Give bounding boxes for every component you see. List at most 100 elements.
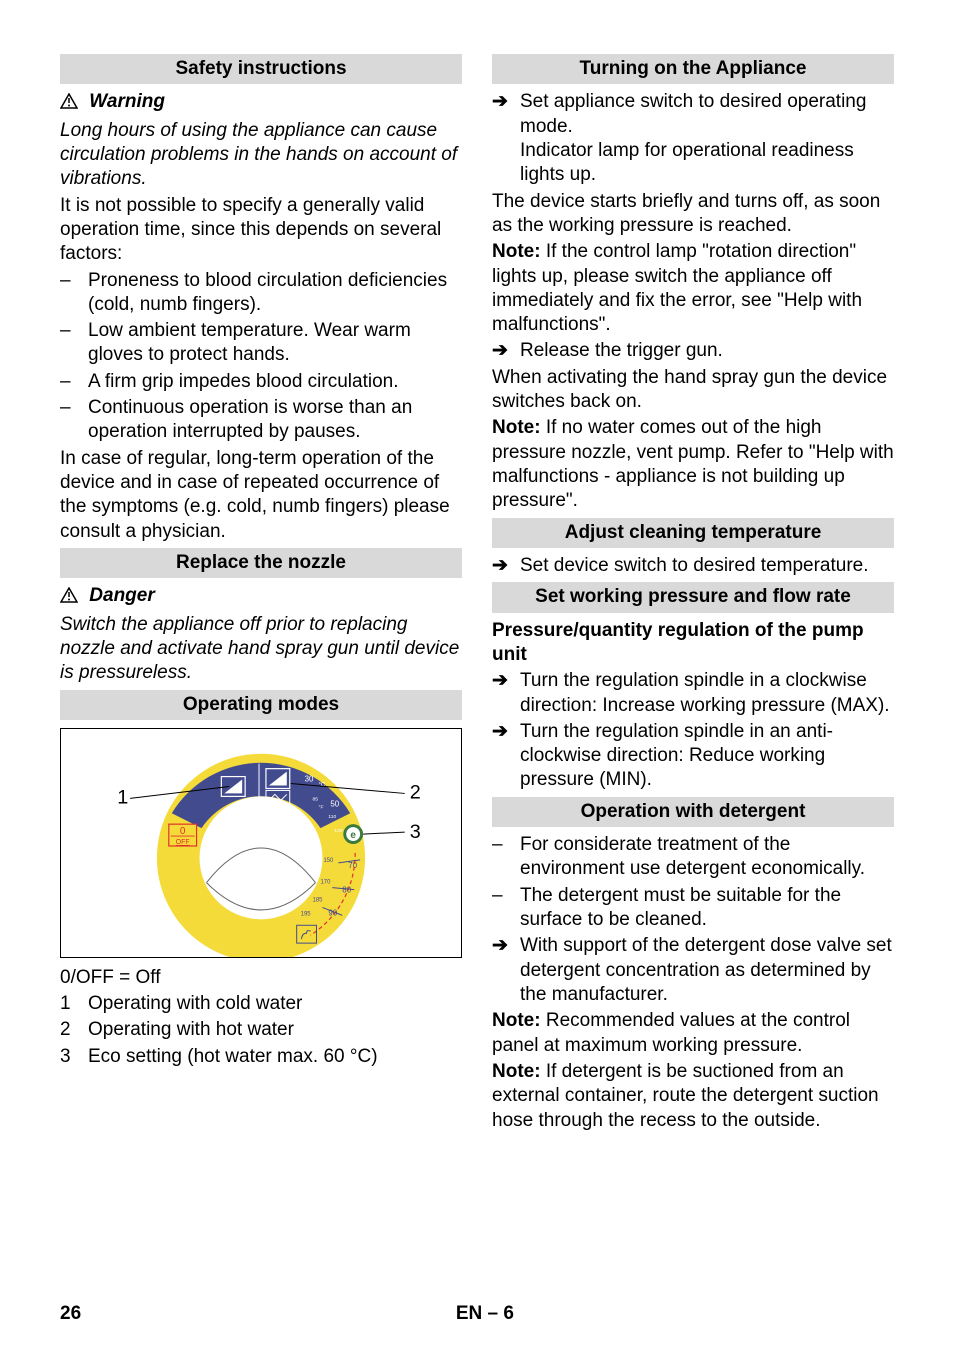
- note-label: Note:: [492, 241, 541, 262]
- right-column: Turning on the Appliance ➔ Set appliance…: [492, 50, 894, 1135]
- off-top: 0: [180, 826, 186, 837]
- tick: 170: [320, 879, 331, 885]
- off-bottom: OFF: [176, 839, 190, 846]
- turn-on-para1: The device starts briefly and turns off,…: [492, 190, 894, 239]
- arrow-icon: ➔: [492, 90, 520, 187]
- arrow-icon: ➔: [492, 669, 520, 718]
- warning-triangle-icon: [60, 92, 78, 116]
- list-item: 1Operating with cold water: [60, 992, 462, 1016]
- arrow-text: With support of the detergent dose valve…: [520, 934, 894, 1007]
- left-column: Safety instructions Warning Long hours o…: [60, 50, 462, 1135]
- page-number: 26: [60, 1302, 81, 1326]
- tick: 150: [323, 858, 334, 864]
- arrow-text: Release the trigger gun.: [520, 339, 894, 363]
- arrow-item: ➔Turn the regulation spindle in an anti-…: [492, 720, 894, 793]
- warning-line: Warning: [60, 90, 462, 116]
- note-body: If the control lamp "rotation direction"…: [492, 241, 862, 335]
- detergent-note1: Note: Recommended values at the control …: [492, 1009, 894, 1058]
- tick: 30: [305, 774, 314, 783]
- num-icon: 1: [60, 992, 88, 1016]
- dash-icon: –: [60, 396, 88, 445]
- arrow-item: ➔Release the trigger gun.: [492, 339, 894, 363]
- safety-header: Safety instructions: [60, 54, 462, 84]
- detergent-note2: Note: If detergent is be suctioned from …: [492, 1060, 894, 1133]
- arrow-item: ➔Turn the regulation spindle in a clockw…: [492, 669, 894, 718]
- warning-followup: It is not possible to specify a generall…: [60, 194, 462, 267]
- danger-text: Switch the appliance off prior to replac…: [60, 613, 462, 686]
- arrow-icon: ➔: [492, 339, 520, 363]
- list-text: The detergent must be suitable for the s…: [520, 884, 894, 933]
- dash-icon: –: [492, 833, 520, 882]
- list-item: 2Operating with hot water: [60, 1018, 462, 1042]
- factors-list: –Proneness to blood circulation deficien…: [60, 269, 462, 445]
- arrow-text-cont: Indicator lamp for operational readiness…: [520, 140, 854, 185]
- unit-c: °C: [318, 782, 325, 788]
- list-item: –Proneness to blood circulation deficien…: [60, 269, 462, 318]
- arrow-item: ➔Set device switch to desired temperatur…: [492, 554, 894, 578]
- pq-subhead: Pressure/quantity regulation of the pump…: [492, 619, 894, 668]
- note-body: If detergent is be suctioned from an ext…: [492, 1061, 879, 1131]
- arrow-text: Set appliance switch to desired operatin…: [520, 91, 866, 136]
- list-item: –Continuous operation is worse than an o…: [60, 396, 462, 445]
- detergent-dash-list: –For considerate treatment of the enviro…: [492, 833, 894, 932]
- turn-on-header: Turning on the Appliance: [492, 54, 894, 84]
- dash-icon: –: [60, 269, 88, 318]
- list-text: Eco setting (hot water max. 60 °C): [88, 1045, 462, 1069]
- danger-label: Danger: [89, 585, 154, 606]
- adjust-header: Adjust cleaning temperature: [492, 518, 894, 548]
- tick: 85: [313, 796, 319, 802]
- opmodes-header: Operating modes: [60, 690, 462, 720]
- warning-text: Long hours of using the appliance can ca…: [60, 119, 462, 192]
- tick: 70: [348, 861, 357, 870]
- off-line: 0/OFF = Off: [60, 966, 462, 990]
- list-text: For considerate treatment of the environ…: [520, 833, 894, 882]
- note-body: If no water comes out of the high pressu…: [492, 417, 894, 511]
- detergent-header: Operation with detergent: [492, 797, 894, 827]
- page-footer: 26 EN – 6 .: [60, 1302, 894, 1326]
- arrow-item: ➔With support of the detergent dose valv…: [492, 934, 894, 1007]
- arrow-text: Turn the regulation spindle in a clockwi…: [520, 669, 894, 718]
- arrow-body: Set appliance switch to desired operatin…: [520, 90, 894, 187]
- list-item: –Low ambient temperature. Wear warm glov…: [60, 319, 462, 368]
- eco-label: e: [350, 830, 356, 841]
- turn-on-para2: When activating the hand spray gun the d…: [492, 366, 894, 415]
- warning-triangle-icon: [60, 586, 78, 610]
- arrow-icon: ➔: [492, 554, 520, 578]
- list-text: A firm grip impedes blood circulation.: [88, 370, 462, 394]
- tick: 185: [313, 897, 324, 903]
- list-text: Continuous operation is worse than an op…: [88, 396, 462, 445]
- opmodes-list: 1Operating with cold water 2Operating wi…: [60, 992, 462, 1069]
- dash-icon: –: [60, 370, 88, 394]
- danger-line: Danger: [60, 584, 462, 610]
- note-body: Recommended values at the control panel …: [492, 1010, 850, 1055]
- arrow-item: ➔ Set appliance switch to desired operat…: [492, 90, 894, 187]
- list-item: 3Eco setting (hot water max. 60 °C): [60, 1045, 462, 1069]
- num-icon: 2: [60, 1018, 88, 1042]
- list-item: –For considerate treatment of the enviro…: [492, 833, 894, 882]
- replace-header: Replace the nozzle: [60, 548, 462, 578]
- note-label: Note:: [492, 417, 541, 438]
- note-label: Note:: [492, 1061, 541, 1082]
- list-item: –The detergent must be suitable for the …: [492, 884, 894, 933]
- tick: 80: [342, 885, 351, 894]
- list-text: Operating with cold water: [88, 992, 462, 1016]
- operating-modes-diagram: 0 OFF 30 °C: [60, 728, 462, 958]
- unit-f: °F: [318, 804, 323, 810]
- list-text: Operating with hot water: [88, 1018, 462, 1042]
- list-text: Low ambient temperature. Wear warm glove…: [88, 319, 462, 368]
- callout-1: 1: [117, 786, 128, 808]
- warning-label: Warning: [89, 91, 165, 112]
- callout-2: 2: [410, 781, 421, 803]
- arrow-text: Set device switch to desired temperature…: [520, 554, 894, 578]
- tick: 50: [330, 799, 339, 808]
- note-label: Note:: [492, 1010, 541, 1031]
- turn-on-note2: Note: If no water comes out of the high …: [492, 416, 894, 513]
- tick: 195: [301, 911, 312, 917]
- arrow-text: Turn the regulation spindle in an anti-c…: [520, 720, 894, 793]
- callout-3: 3: [410, 821, 421, 843]
- page-code: EN – 6: [456, 1302, 514, 1326]
- tick: 110: [328, 814, 336, 820]
- dash-icon: –: [60, 319, 88, 368]
- setwp-header: Set working pressure and flow rate: [492, 582, 894, 612]
- factors-followup: In case of regular, long-term operation …: [60, 447, 462, 544]
